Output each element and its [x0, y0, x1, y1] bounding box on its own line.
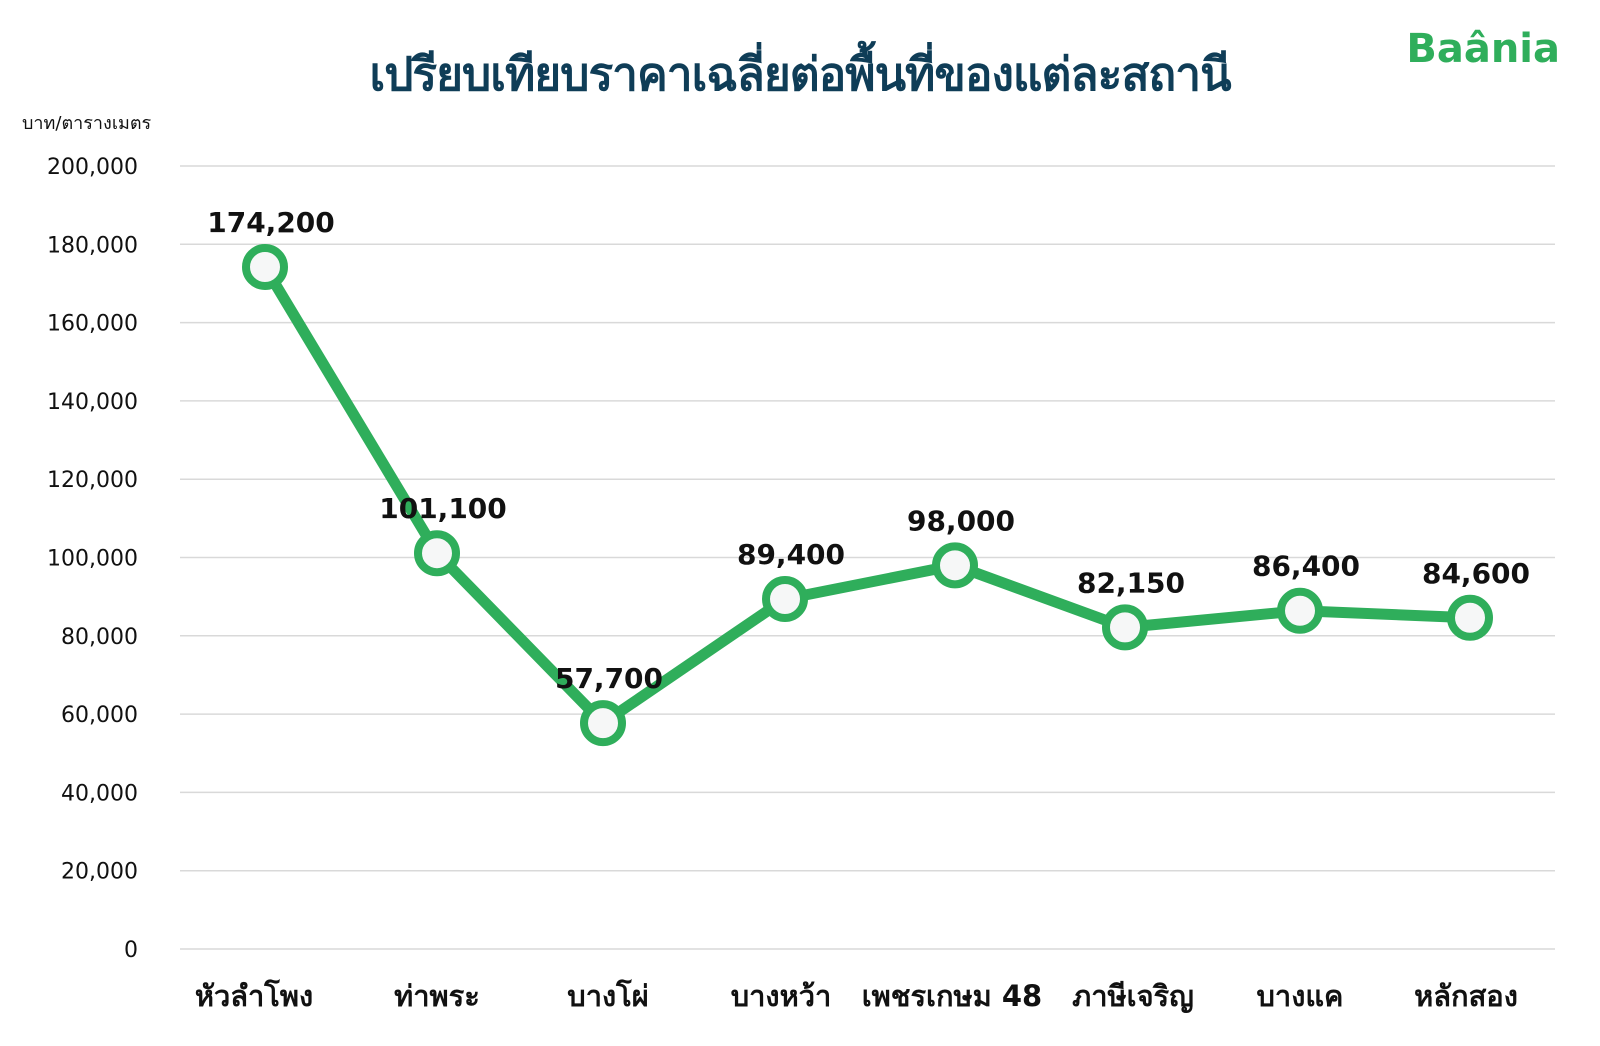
y-tick-label: 180,000: [47, 233, 138, 258]
data-label: 101,100: [379, 492, 507, 525]
x-tick-label: ภาษีเจริญ: [1072, 979, 1194, 1014]
y-tick-label: 200,000: [47, 155, 138, 180]
x-tick-label: เพชรเกษม 48: [862, 979, 1042, 1013]
chart-title: เปรียบเทียบราคาเฉลี่ยต่อพื้นที่ของแต่ละส…: [369, 47, 1231, 101]
data-label: 89,400: [737, 538, 845, 571]
y-tick-label: 120,000: [47, 468, 138, 493]
data-label: 84,600: [1422, 557, 1530, 590]
data-point: [414, 530, 460, 577]
data-label: 86,400: [1252, 550, 1360, 583]
series-line: [259, 261, 1476, 729]
data-point: [580, 700, 626, 747]
y-tick-label: 100,000: [47, 547, 138, 572]
x-tick-label: บางแค: [1257, 979, 1344, 1013]
data-point: [1277, 587, 1323, 634]
data-label: 174,200: [207, 206, 335, 239]
y-tick-label: 160,000: [47, 312, 138, 337]
y-tick-label: 40,000: [61, 781, 138, 806]
y-tick-label: 20,000: [61, 860, 138, 885]
x-tick-label: หลักสอง: [1414, 979, 1518, 1013]
y-tick-label: 0: [124, 938, 138, 963]
y-tick-label: 60,000: [61, 703, 138, 728]
data-label: 57,700: [555, 662, 663, 695]
brand-logo: Baânia: [1406, 26, 1560, 72]
x-tick-label: บางโผ่: [567, 978, 648, 1013]
data-point: [762, 575, 808, 622]
data-point: [242, 244, 288, 291]
data-label: 82,150: [1077, 566, 1185, 599]
data-point: [1447, 594, 1493, 641]
x-tick-label: หัวลำโพง: [195, 978, 313, 1013]
y-tick-label: 140,000: [47, 390, 138, 415]
x-tick-label: ท่าพระ: [394, 979, 480, 1013]
y-axis-label: บาท/ตารางเมตร: [22, 113, 152, 134]
x-tick-label: บางหว้า: [731, 979, 832, 1013]
data-point: [1102, 604, 1148, 651]
data-point: [932, 542, 978, 589]
data-label: 98,000: [907, 504, 1015, 537]
y-tick-label: 80,000: [61, 625, 138, 650]
